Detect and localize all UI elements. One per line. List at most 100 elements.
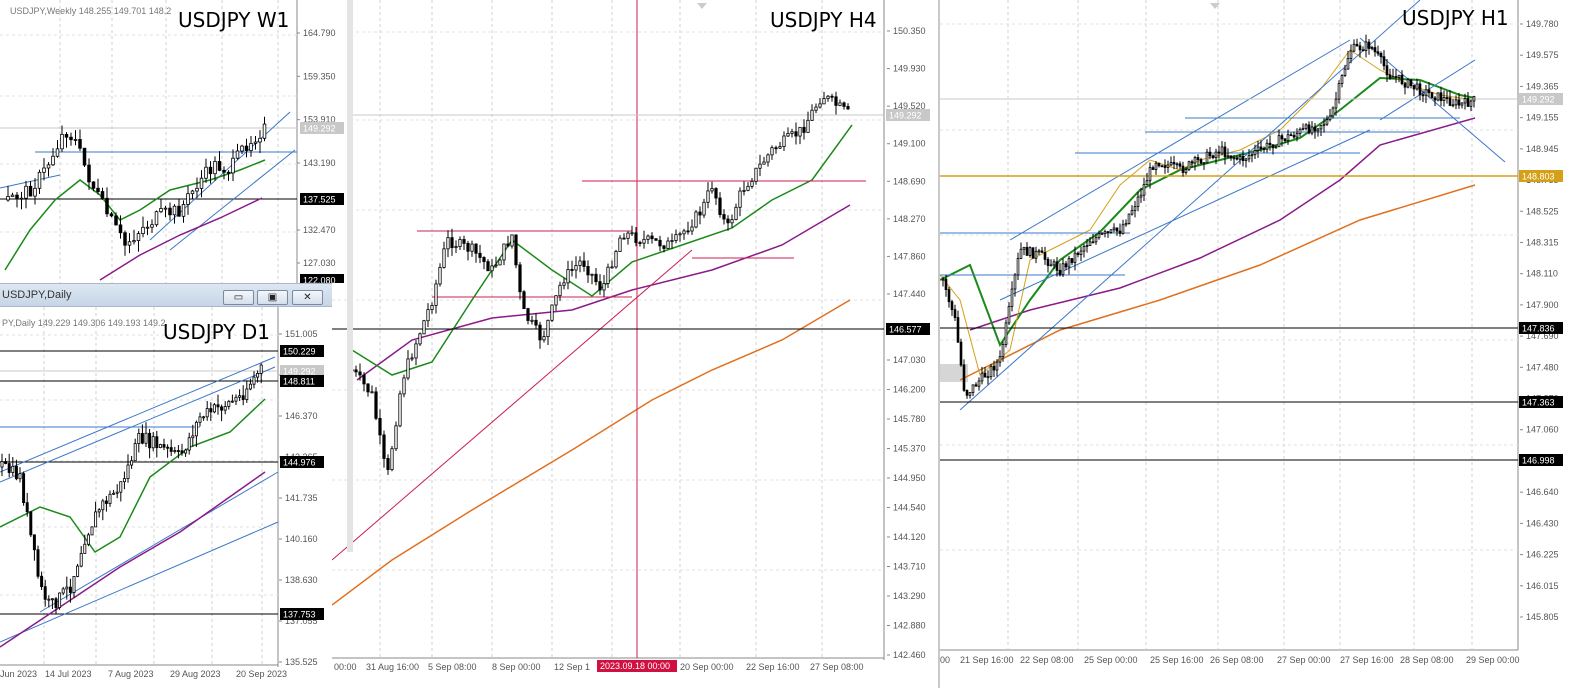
candle-body bbox=[947, 289, 951, 303]
candle-body bbox=[378, 417, 382, 436]
candle-body bbox=[256, 373, 260, 378]
blue-channel-line bbox=[39, 471, 279, 613]
h4-price-label: 149.100 bbox=[893, 139, 926, 149]
candle-body bbox=[558, 284, 562, 297]
h4-date-label: 5 Sep 08:00 bbox=[428, 662, 477, 672]
restore-button[interactable]: ▣ bbox=[257, 290, 288, 305]
candle-body bbox=[154, 211, 159, 226]
candle-body bbox=[1385, 65, 1389, 76]
daily-level-tag-bg bbox=[280, 375, 324, 387]
weekly-chart-window[interactable]: 164.790 159.350 153.910 143.190 132.470 127.0… bbox=[0, 0, 347, 283]
candle-body bbox=[104, 500, 108, 504]
candle-body bbox=[222, 169, 226, 173]
candle-body bbox=[6, 196, 10, 201]
candle-body bbox=[1139, 194, 1143, 198]
h1-chart-canvas[interactable]: 149.780149.575149.365149.155148.945148.7… bbox=[940, 0, 1578, 688]
candle-body bbox=[1043, 252, 1047, 260]
minimize-button[interactable]: ▭ bbox=[223, 290, 254, 305]
candle-body bbox=[1100, 233, 1104, 235]
candle-body bbox=[662, 245, 666, 249]
candle-body bbox=[181, 204, 186, 217]
candle-body bbox=[1253, 150, 1257, 156]
candle-body bbox=[1070, 258, 1074, 263]
h1-level-tag: 147.836 bbox=[1522, 324, 1555, 334]
candle-body bbox=[790, 131, 794, 134]
candle-body bbox=[1328, 115, 1332, 121]
blue-channel-line bbox=[959, 0, 1421, 411]
h4-price-label: 149.930 bbox=[893, 64, 926, 74]
candle-body bbox=[1448, 97, 1452, 106]
candle-body bbox=[1319, 124, 1323, 130]
candle-body bbox=[1406, 79, 1410, 88]
close-button[interactable]: ✕ bbox=[292, 290, 323, 305]
candle-body bbox=[114, 215, 118, 226]
daily-level-tag: 144.976 bbox=[283, 458, 316, 468]
daily-window-titlebar[interactable]: USDJPY,Daily ▭ ▣ ✕ bbox=[0, 283, 332, 307]
h4-chart-canvas[interactable]: 150.350 149.930 149.520 149.100 148.690 148.2… bbox=[332, 0, 938, 688]
candle-body bbox=[1388, 74, 1392, 79]
ma-faster-line bbox=[940, 49, 1476, 376]
candle-body bbox=[226, 171, 231, 174]
candle-body bbox=[482, 257, 486, 263]
daily-header: PY,Daily 149.229 149.306 149.193 149.2 bbox=[2, 318, 166, 328]
window-divider[interactable] bbox=[347, 0, 353, 552]
candle-body bbox=[614, 251, 618, 268]
candle-body bbox=[1421, 94, 1425, 97]
blue-channel-line bbox=[1009, 39, 1351, 241]
h1-date-label: 21 Sep 16:00 bbox=[960, 655, 1014, 665]
candle-body bbox=[1208, 151, 1212, 157]
h1-price-label: 149.155 bbox=[1526, 113, 1559, 123]
candle-body bbox=[678, 233, 682, 236]
candle-body bbox=[148, 432, 152, 449]
candle-body bbox=[1289, 134, 1293, 137]
candle-body bbox=[414, 343, 418, 359]
weekly-chart-canvas[interactable]: 164.790 159.350 153.910 143.190 132.470 127.0… bbox=[0, 0, 347, 283]
candle-body bbox=[734, 206, 738, 220]
daily-date-label: 29 Aug 2023 bbox=[170, 669, 221, 679]
candle-body bbox=[1241, 156, 1245, 161]
candle-body bbox=[610, 266, 614, 269]
candle-body bbox=[1235, 157, 1239, 160]
candle-body bbox=[7, 463, 11, 473]
candle-body bbox=[184, 449, 188, 454]
daily-chart-canvas[interactable]: 151.005147.900146.370143.265141.735140.1… bbox=[0, 307, 332, 688]
h1-chart-window[interactable]: 149.780149.575149.365149.155148.945148.7… bbox=[940, 0, 1578, 688]
candle-body bbox=[1403, 83, 1407, 88]
candle-body bbox=[1055, 261, 1059, 271]
h1-price-label: 149.780 bbox=[1526, 19, 1559, 29]
h1-price-label: 147.690 bbox=[1526, 331, 1559, 341]
candle-body bbox=[1274, 146, 1278, 149]
candle-body bbox=[1034, 250, 1038, 259]
blue-channel-line bbox=[169, 149, 296, 251]
candle-body bbox=[802, 126, 806, 133]
candle-body bbox=[190, 190, 195, 195]
h4-price-label: 144.540 bbox=[893, 503, 926, 513]
h4-chart-window[interactable]: 150.350 149.930 149.520 149.100 148.690 148.2… bbox=[332, 0, 938, 688]
cursor-date-bg bbox=[597, 660, 677, 672]
candle-body bbox=[442, 248, 446, 268]
daily-price-label: 137.055 bbox=[285, 616, 318, 626]
daily-chart-window[interactable]: 151.005147.900146.370143.265141.735140.1… bbox=[0, 307, 332, 688]
blue-channel-line bbox=[0, 521, 279, 643]
h1-current-price-tag-bg bbox=[1519, 93, 1563, 105]
candle-body bbox=[654, 238, 658, 241]
candle-body bbox=[534, 319, 538, 326]
candle-body bbox=[578, 260, 582, 266]
candle-body bbox=[43, 586, 47, 600]
candle-body bbox=[32, 534, 36, 551]
candle-body bbox=[50, 598, 54, 601]
candle-body bbox=[108, 493, 112, 504]
candle-body bbox=[126, 464, 130, 480]
candle-body bbox=[1130, 209, 1134, 215]
h4-price-label: 149.520 bbox=[893, 101, 926, 111]
candle-body bbox=[962, 364, 966, 391]
candle-body bbox=[810, 109, 814, 121]
candle-body bbox=[1451, 104, 1455, 107]
window-divider[interactable] bbox=[938, 0, 940, 688]
candle-body bbox=[1286, 134, 1290, 141]
h1-price-label: 146.015 bbox=[1526, 581, 1559, 591]
candle-body bbox=[626, 232, 630, 239]
candle-body bbox=[502, 243, 506, 261]
candle-body bbox=[212, 404, 216, 413]
candle-body bbox=[977, 380, 981, 387]
